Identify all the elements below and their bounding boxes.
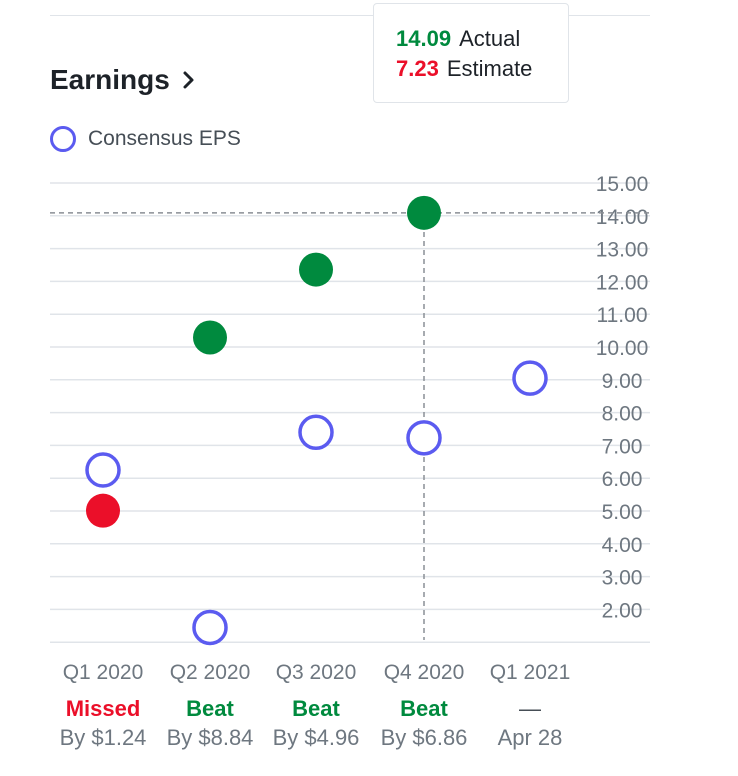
result-column: Beat By $6.86 <box>369 694 479 752</box>
tooltip-estimate-value: 7.23 <box>396 56 439 81</box>
earnings-chart[interactable]: 15.00 14.00 13.00 12.00 11.00 10.00 9.00 8.00 7.… <box>0 0 738 690</box>
y-tick-label: 11.00 <box>597 304 648 327</box>
top-divider <box>50 15 650 16</box>
result-column: Beat By $8.84 <box>155 694 265 752</box>
x-tick-label: Q1 2021 <box>490 661 571 684</box>
actual-eps-point <box>407 195 441 230</box>
earnings-section-link[interactable]: Earnings <box>50 64 196 96</box>
y-tick-label: 3.00 <box>602 567 643 590</box>
result-status: Beat <box>400 696 448 721</box>
y-tick-label: 6.00 <box>602 468 643 491</box>
result-detail: By $4.96 <box>272 725 360 750</box>
legend-label: Consensus EPS <box>88 127 241 150</box>
y-tick-label: 15.00 <box>596 173 649 196</box>
y-tick-label: 10.00 <box>596 337 649 360</box>
y-tick-label: 4.00 <box>602 534 643 557</box>
result-column: Missed By $1.24 <box>48 694 158 752</box>
actual-eps-point <box>299 252 333 287</box>
y-tick-label: 2.00 <box>602 599 643 622</box>
result-status: Beat <box>292 696 340 721</box>
y-tick-label: 12.00 <box>596 271 649 294</box>
y-tick-label: 5.00 <box>602 501 643 524</box>
chart-legend: Consensus EPS <box>50 126 241 152</box>
y-tick-label: 14.00 <box>596 206 649 229</box>
result-detail: By $8.84 <box>166 725 254 750</box>
chevron-right-icon <box>183 71 194 89</box>
consensus-ring-icon <box>50 126 76 152</box>
consensus-eps-point <box>512 360 548 396</box>
consensus-eps-point <box>298 414 334 451</box>
result-status: — <box>519 696 541 721</box>
x-tick-label: Q1 2020 <box>63 661 144 684</box>
y-tick-label: 9.00 <box>602 370 643 393</box>
tooltip-estimate-label: Estimate <box>446 56 533 81</box>
tooltip-actual-label: Actual <box>459 26 521 51</box>
result-detail: By $1.24 <box>59 725 147 750</box>
x-tick-label: Q4 2020 <box>384 661 465 684</box>
earnings-title: Earnings <box>50 64 170 95</box>
result-column: Beat By $4.96 <box>261 694 371 752</box>
result-detail: Apr 28 <box>497 725 563 750</box>
consensus-eps-point <box>85 452 121 488</box>
y-tick-label: 13.00 <box>596 239 649 262</box>
hover-tooltip: 14.09 Actual 7.23 Estimate <box>373 3 569 103</box>
actual-eps-point <box>193 320 227 355</box>
result-detail: By $6.86 <box>380 725 468 750</box>
y-tick-label: 8.00 <box>602 403 643 426</box>
actual-eps-point <box>86 493 120 528</box>
x-tick-label: Q2 2020 <box>170 661 251 684</box>
result-status: Missed <box>65 696 141 721</box>
x-tick-label: Q3 2020 <box>276 661 357 684</box>
tooltip-actual-value: 14.09 <box>396 26 452 51</box>
consensus-eps-point <box>406 420 442 456</box>
result-status: Beat <box>186 696 234 721</box>
consensus-eps-point <box>192 609 228 646</box>
result-column: — Apr 28 <box>475 694 585 752</box>
y-tick-label: 7.00 <box>602 435 643 458</box>
